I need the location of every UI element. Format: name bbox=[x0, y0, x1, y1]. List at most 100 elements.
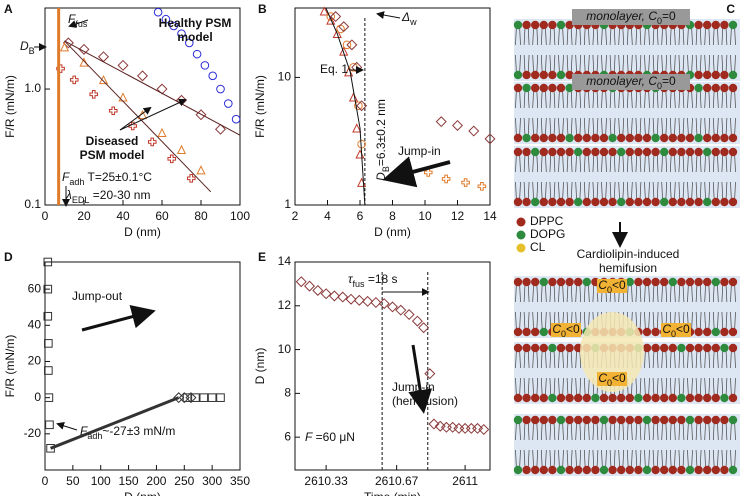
lipid-head bbox=[548, 343, 557, 353]
y-axis-label: F/R (mN/m) bbox=[3, 335, 17, 398]
lipid-head bbox=[668, 343, 677, 353]
x-axis-label: D (nm) bbox=[374, 225, 411, 239]
annotation: C0<0 bbox=[662, 322, 690, 339]
point bbox=[434, 420, 446, 432]
lipid-head bbox=[694, 465, 703, 475]
lipid-head bbox=[703, 133, 712, 143]
point bbox=[44, 366, 53, 375]
lipid-head bbox=[651, 277, 660, 287]
lipid-head bbox=[711, 133, 720, 143]
lipid-head bbox=[720, 465, 729, 475]
lipid-head bbox=[591, 415, 600, 425]
annotation-text: monolayer, C bbox=[586, 9, 657, 23]
lipid-head bbox=[574, 393, 583, 403]
lipid-head bbox=[513, 147, 523, 157]
lipid-head bbox=[651, 147, 660, 157]
annotation: monolayer, C0=0 bbox=[586, 9, 676, 26]
annotation-sub: 0 bbox=[561, 329, 566, 339]
x-tick-label: 40 bbox=[116, 209, 130, 223]
lipid-head bbox=[513, 465, 523, 475]
lipid-head bbox=[668, 415, 677, 425]
lipid-head bbox=[582, 393, 591, 403]
annotation-text: C bbox=[598, 278, 607, 292]
bilayer-bg bbox=[514, 414, 740, 476]
lipid-head bbox=[642, 133, 652, 143]
bilayer-bg bbox=[514, 82, 740, 144]
lipid-head bbox=[548, 70, 557, 80]
point bbox=[45, 420, 54, 430]
point bbox=[200, 61, 210, 70]
lipid-head bbox=[651, 393, 660, 403]
fit-line bbox=[64, 40, 241, 136]
lipid-head bbox=[703, 343, 712, 353]
panel-letter: C bbox=[726, 2, 735, 16]
annotation-sub: adh bbox=[87, 431, 102, 441]
panel-letter: B bbox=[258, 2, 267, 16]
annotation: Δw bbox=[401, 10, 417, 27]
lipid-head bbox=[720, 393, 729, 403]
lipid-head bbox=[608, 415, 617, 425]
annotation-sub: fus bbox=[75, 19, 88, 29]
lipid-head bbox=[668, 277, 677, 287]
lipid-head bbox=[711, 83, 720, 93]
point bbox=[478, 423, 490, 436]
x-tick-label: 60 bbox=[155, 209, 169, 223]
legend-swatch bbox=[516, 230, 526, 240]
x-tick-label: 20 bbox=[77, 209, 91, 223]
point bbox=[338, 21, 350, 33]
plot-frame bbox=[44, 7, 241, 206]
caption: hemifusion bbox=[599, 261, 657, 275]
lipid-head bbox=[522, 343, 531, 353]
c0-box bbox=[597, 372, 627, 386]
lipid-head bbox=[522, 393, 531, 403]
x-tick-label: 300 bbox=[202, 474, 222, 488]
point bbox=[424, 368, 436, 380]
annotation-text: τ bbox=[348, 272, 354, 286]
y-tick-label: 8 bbox=[284, 386, 291, 400]
lipid-head bbox=[694, 343, 703, 353]
point bbox=[428, 418, 440, 430]
point bbox=[378, 298, 390, 310]
annotation-line: PSM model bbox=[80, 148, 145, 162]
y-tick-label: 12 bbox=[278, 298, 292, 312]
x-axis-label: D (nm) bbox=[124, 490, 161, 496]
lipid-head bbox=[685, 197, 695, 207]
lipid-head bbox=[660, 393, 669, 403]
plot-frame bbox=[44, 261, 241, 471]
lipid-head bbox=[617, 133, 626, 143]
lipid-head bbox=[556, 147, 566, 157]
point bbox=[353, 294, 365, 306]
lipid-head bbox=[642, 327, 652, 337]
point bbox=[214, 123, 227, 135]
lipid-head bbox=[531, 197, 540, 207]
annotation: monolayer, C0=0 bbox=[586, 74, 676, 91]
panel-letter: A bbox=[4, 2, 13, 16]
lipid-head bbox=[685, 343, 695, 353]
lipid-head bbox=[720, 415, 729, 425]
lipid-head bbox=[660, 197, 669, 207]
annotation: Fadh~-27±3 mN/m bbox=[80, 424, 175, 441]
annotation-after: =0 bbox=[662, 9, 676, 23]
annotation-text: F bbox=[62, 170, 70, 184]
x-axis-label: D (nm) bbox=[124, 225, 161, 239]
annotation-text: C bbox=[662, 322, 671, 336]
y-tick-label: 40 bbox=[28, 317, 42, 331]
point bbox=[216, 84, 225, 94]
lipid-head bbox=[703, 20, 712, 30]
lipid-head bbox=[582, 465, 591, 475]
point bbox=[304, 280, 316, 292]
annotation: τfus =18 s bbox=[348, 272, 398, 289]
annotation-after: =0 bbox=[662, 74, 676, 88]
point bbox=[44, 339, 53, 348]
lipid-head bbox=[711, 465, 720, 475]
point bbox=[185, 392, 197, 404]
annotation-text: Jump-out bbox=[72, 289, 123, 303]
lipid-head bbox=[522, 83, 531, 93]
point bbox=[231, 114, 241, 124]
lipid-head bbox=[694, 147, 703, 157]
lipid-head bbox=[703, 465, 712, 475]
lipid-head bbox=[728, 133, 738, 143]
lipid-head bbox=[685, 277, 695, 287]
x-tick-label: 350 bbox=[230, 474, 250, 488]
lipid-head bbox=[634, 415, 643, 425]
